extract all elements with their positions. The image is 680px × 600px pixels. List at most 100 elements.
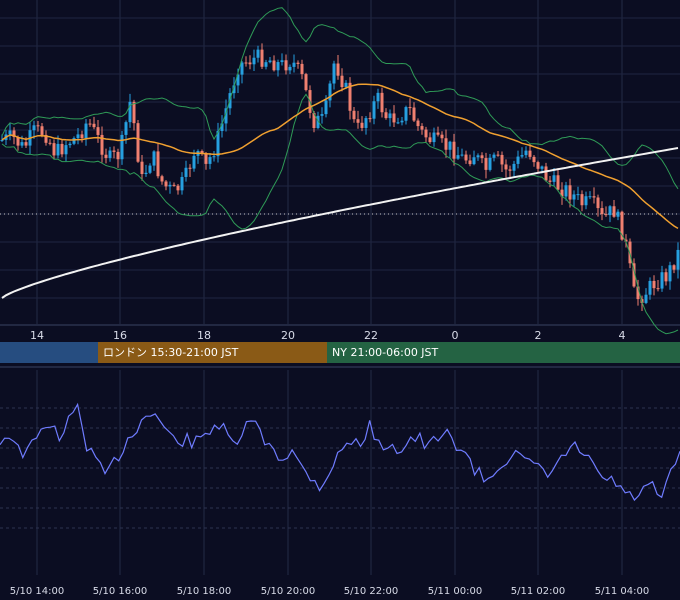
candle-body <box>284 60 288 71</box>
candle-body <box>256 49 260 58</box>
candle-body <box>176 185 180 191</box>
candle-body <box>244 62 248 64</box>
candle-body <box>436 132 440 135</box>
candle-body <box>44 134 48 143</box>
candle-body <box>328 83 332 101</box>
candle-body <box>472 157 476 165</box>
price-axis-tick-label: 0 <box>452 329 459 342</box>
candle-body <box>412 107 416 121</box>
candle-body <box>192 155 196 169</box>
time-axis-tick-label: 5/10 14:00 <box>10 586 64 597</box>
candle-body <box>612 206 616 217</box>
candle-body <box>344 82 348 88</box>
candle-body <box>576 194 580 196</box>
candle-body <box>388 113 392 119</box>
candle-body <box>84 123 88 139</box>
candle-body <box>16 137 20 146</box>
candle-body <box>188 167 192 169</box>
candle-body <box>408 107 412 109</box>
candle-body <box>316 115 320 129</box>
candle-body <box>248 62 252 65</box>
candle-body <box>220 123 224 132</box>
candle-body <box>532 156 536 163</box>
candle-body <box>552 175 556 182</box>
candle-body <box>364 118 368 128</box>
candle-body <box>636 286 640 300</box>
session-band-new-york: NY 21:00-06:00 JST <box>327 342 680 363</box>
candle-body <box>112 150 116 152</box>
session-band-london: ロンドン 15:30-21:00 JST <box>98 342 327 363</box>
price-axis-tick-label: 2 <box>535 329 542 342</box>
candle-body <box>184 167 188 177</box>
candle-body <box>480 155 484 159</box>
candle-body <box>168 184 172 187</box>
candle-body <box>368 118 372 120</box>
candle-body <box>160 176 164 182</box>
bollinger-upper-band <box>1 7 679 190</box>
candle-body <box>504 164 508 170</box>
time-axis-tick-label: 5/11 04:00 <box>595 586 649 597</box>
candle-body <box>428 137 432 143</box>
candle-body <box>668 265 672 282</box>
candle-body <box>372 101 376 119</box>
candle-body <box>608 206 612 216</box>
candle-body <box>132 101 136 124</box>
candle-body <box>456 155 460 159</box>
candle-body <box>164 181 168 187</box>
candle-body <box>616 211 620 217</box>
candle-body <box>592 196 596 198</box>
candle-body <box>664 272 668 282</box>
candle-body <box>288 66 292 71</box>
candle-body <box>600 208 604 215</box>
candle-body <box>648 280 652 295</box>
candle-body <box>60 143 64 155</box>
candle-body <box>432 132 436 143</box>
candle-body <box>152 151 156 166</box>
session-label-london: ロンドン 15:30-21:00 JST <box>103 346 239 359</box>
session-label-new-york: NY 21:00-06:00 JST <box>332 346 439 359</box>
candle-body <box>336 63 340 76</box>
candle-body <box>520 155 524 157</box>
candle-body <box>580 194 584 206</box>
candle-body <box>320 114 324 116</box>
candle-body <box>0 139 4 141</box>
candle-body <box>124 122 128 135</box>
candle-body <box>536 162 540 169</box>
price-axis-tick-label: 20 <box>281 329 295 342</box>
candle-body <box>652 280 656 289</box>
candle-body <box>80 134 84 139</box>
candle-body <box>20 142 24 146</box>
candle-body <box>484 158 488 170</box>
candle-body <box>516 156 520 164</box>
candle-body <box>492 154 496 158</box>
moving-average-short-line <box>1 83 679 230</box>
candle-body <box>240 62 244 75</box>
price-axis-tick-label: 4 <box>619 329 626 342</box>
candle-body <box>52 143 56 156</box>
price-axis-tick-label: 14 <box>30 329 44 342</box>
moving-average-long-line <box>1 147 679 299</box>
candle-body <box>672 265 676 270</box>
candle-body <box>644 294 648 303</box>
candle-body <box>208 157 212 164</box>
candle-body <box>64 145 68 155</box>
price-axis-tick-label: 16 <box>113 329 127 342</box>
candle-body <box>604 214 608 216</box>
candle-body <box>332 63 336 84</box>
candle-body <box>356 119 360 123</box>
candle-body <box>376 92 380 102</box>
candle-body <box>72 138 76 144</box>
candle-body <box>476 155 480 158</box>
candle-body <box>528 150 532 157</box>
candle-body <box>676 249 680 270</box>
candle-body <box>656 288 660 290</box>
candle-body <box>32 125 36 131</box>
candle-body <box>88 123 92 125</box>
candle-body <box>556 175 560 190</box>
time-axis-tick-label: 5/10 20:00 <box>261 586 315 597</box>
candle-body <box>396 122 400 124</box>
candle-body <box>116 151 120 160</box>
candle-body <box>92 123 96 128</box>
candle-body <box>448 141 452 150</box>
bollinger-lower-band <box>1 93 679 335</box>
